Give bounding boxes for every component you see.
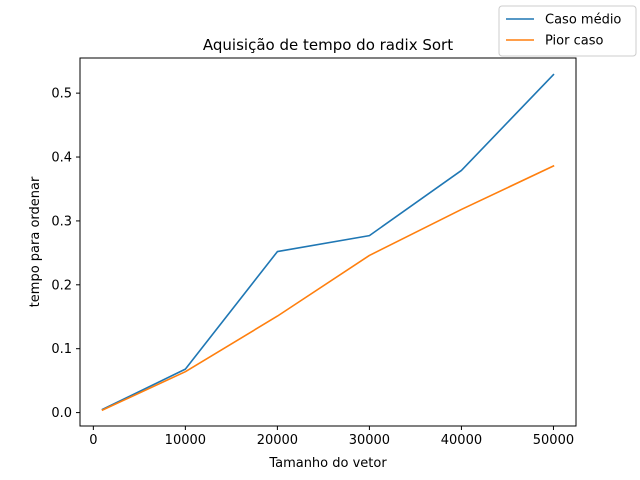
y-tick-label: 0.5 [51,87,72,102]
y-tick-label: 0.4 [51,151,72,166]
plot-area-frame [79,57,577,427]
y-tick-label: 0.3 [51,214,72,229]
legend-label: Pior caso [545,34,603,49]
x-tick-label: 50000 [533,433,574,448]
x-tick-label: 10000 [165,433,206,448]
chart-title: Aquisição de tempo do radix Sort [203,36,453,54]
x-axis-label: Tamanho do vetor [268,456,387,471]
x-tick-label: 40000 [441,433,482,448]
series-line-pior-caso [101,164,555,412]
series-line-caso-medio [101,73,555,411]
x-tick-label: 20000 [257,433,298,448]
x-tick-label: 0 [89,433,97,448]
y-tick-label: 0.2 [51,278,72,293]
y-tick-label: 0.0 [51,406,72,421]
y-axis-label: tempo para ordenar [28,176,43,307]
x-axis-ticks: 0 10000 20000 30000 40000 50000 [89,426,574,448]
legend-label: Caso médio [545,13,621,28]
legend: Caso médio Pior caso [498,5,637,57]
y-tick-label: 0.1 [51,342,72,357]
legend-items: Caso médio Pior caso [506,13,621,49]
y-axis-ticks: 0.0 0.1 0.2 0.3 0.4 0.5 [51,87,80,421]
series-layer [101,73,555,412]
x-tick-label: 30000 [349,433,390,448]
